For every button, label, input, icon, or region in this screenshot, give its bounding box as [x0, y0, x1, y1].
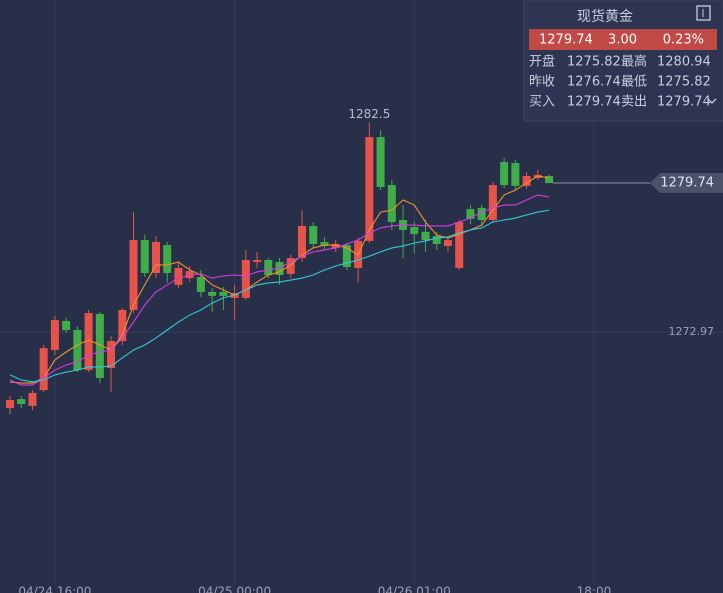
candle-body	[118, 309, 127, 342]
candle-body	[253, 260, 262, 263]
panel-title: 现货黄金	[577, 8, 633, 25]
candle-body	[365, 137, 374, 241]
candle-body	[95, 313, 104, 378]
panel-bg	[523, 0, 723, 122]
candle-body	[331, 243, 340, 248]
candle-body	[455, 221, 464, 268]
candle-body	[297, 225, 306, 259]
candle-body	[208, 291, 217, 296]
candle-body	[522, 176, 531, 186]
candle-body	[410, 227, 419, 235]
candle-body	[320, 242, 329, 246]
candle-body	[443, 240, 452, 246]
candle-body	[500, 161, 509, 186]
last-price-label: 1279.74	[660, 176, 714, 191]
candle-body	[5, 399, 14, 409]
panel-cell: 1275.82	[657, 75, 711, 90]
candle-body	[50, 320, 59, 351]
candle-body	[545, 176, 554, 184]
y-tick-label: 1272.97	[669, 325, 715, 338]
candle-body	[129, 240, 138, 310]
icon-frame[interactable]	[696, 5, 711, 21]
panel-cell: 买入	[529, 95, 555, 110]
candle-body	[488, 185, 497, 221]
dropdown-arrow[interactable]	[707, 98, 717, 104]
x-tick-label: 04/24 16:00	[18, 585, 91, 593]
candle-body	[477, 207, 486, 221]
panel-cell: 昨收	[529, 75, 555, 90]
x-tick-label: 04/25 00:00	[198, 585, 271, 593]
panel-cell: 1276.74	[567, 75, 621, 90]
candle-body	[196, 276, 205, 292]
candle-body	[219, 291, 228, 296]
ma-line	[9, 194, 550, 386]
candle-body	[17, 399, 26, 404]
panel-cell: 卖出	[621, 95, 647, 110]
quote-panel: 现货黄金 1279.74 3.00 0.23% 开盘 1275.82 最高 1280.…	[523, 0, 723, 122]
price-bar	[529, 29, 717, 50]
max-label: 1282.5	[348, 107, 390, 121]
candle-body	[151, 242, 160, 274]
ma-line	[9, 175, 550, 384]
panel-cell: 1279.74	[657, 95, 711, 110]
panel-change: 3.00	[608, 33, 637, 48]
candle-body	[376, 137, 385, 188]
panel-cell: 1275.82	[567, 55, 621, 70]
panel-cell: 最高	[621, 54, 647, 70]
ma-line	[9, 209, 550, 383]
candle-body	[84, 313, 93, 371]
candle-body	[241, 260, 250, 298]
panel-cell: 开盘	[529, 54, 555, 70]
candle-body	[309, 225, 318, 244]
panel-price: 1279.74	[539, 33, 593, 48]
candle-body	[466, 209, 475, 219]
candle-body	[163, 245, 172, 274]
candle-body	[342, 245, 351, 268]
candle-body	[511, 163, 520, 186]
candle-body	[140, 240, 149, 274]
candle-body	[286, 258, 295, 274]
x-tick-label: 18:00	[577, 585, 612, 593]
candle-body	[264, 260, 273, 276]
candle-body	[73, 330, 82, 371]
panel-cell: 最低	[621, 75, 647, 90]
panel-cell: 1280.94	[657, 55, 711, 70]
last-price-tag	[650, 173, 723, 194]
candle-body	[387, 185, 396, 222]
x-tick-label: 04/26 01:00	[378, 585, 451, 593]
candle-body	[174, 267, 183, 285]
panel-change-pct: 0.23%	[663, 33, 704, 48]
candle-body	[432, 236, 441, 244]
candle-body	[421, 231, 430, 241]
panel-icon[interactable]	[696, 5, 711, 21]
candle-body	[28, 392, 37, 406]
candle-body	[107, 341, 116, 369]
panel-cell: 1279.74	[567, 95, 621, 110]
candle-body	[39, 348, 48, 391]
candle-body	[62, 320, 71, 331]
